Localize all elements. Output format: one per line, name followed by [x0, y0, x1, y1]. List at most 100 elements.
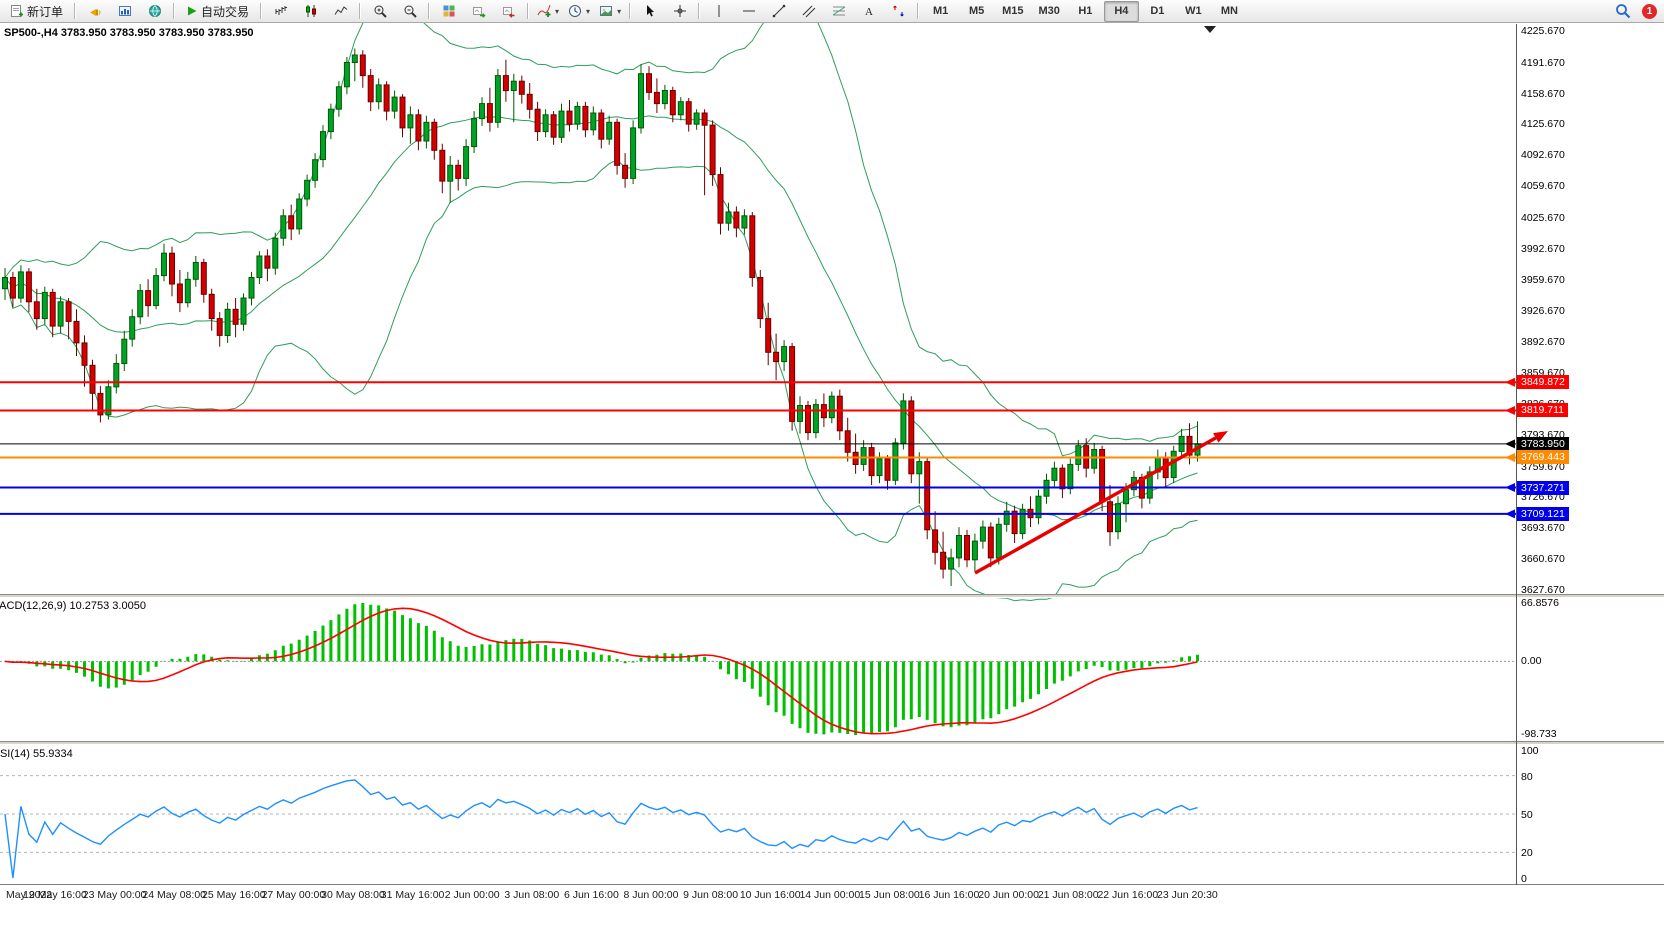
community-button[interactable]: [140, 1, 169, 22]
crosshair-button[interactable]: [665, 1, 694, 22]
dropdown-caret-icon: ▾: [586, 6, 591, 16]
time-axis-label: 10 Jun 16:00: [739, 889, 801, 901]
text-icon: A: [862, 4, 876, 18]
timeframe-h4-button[interactable]: H4: [1103, 0, 1139, 22]
macd-axis-max: 66.8576: [1521, 597, 1559, 609]
price-tick: 3693.670: [1521, 522, 1565, 535]
indicators-button[interactable]: ▾: [533, 1, 563, 22]
panel-splitter[interactable]: [0, 741, 1664, 745]
timeframe-d1-button[interactable]: D1: [1150, 5, 1165, 17]
time-axis-label: May 2022: [6, 889, 53, 901]
cursor-icon: [643, 4, 657, 18]
time-axis-label: 23 May 00:00: [82, 889, 147, 901]
tile-icon: [442, 4, 456, 18]
toolbar-separator: [698, 3, 701, 19]
time-axis-label: 25 May 16:00: [201, 889, 266, 901]
price-tick: 3892.670: [1521, 336, 1565, 349]
auto-scroll-button[interactable]: [464, 1, 493, 22]
time-axis-label: 2 Jun 00:00: [444, 889, 500, 901]
fibonacci-button[interactable]: [824, 1, 853, 22]
channel-button[interactable]: [794, 1, 823, 22]
channel-icon: [802, 4, 816, 18]
line-chart-button[interactable]: [326, 1, 355, 22]
price-line-badge: 3819.711: [1517, 403, 1569, 418]
rsi-label: RSI(14) 55.9334: [0, 748, 73, 760]
macd-axis-min: -98.733: [1521, 728, 1557, 740]
price-line-badge: 3769.443: [1517, 450, 1569, 465]
price-tick: 4092.670: [1521, 149, 1565, 162]
candlestick-icon: [304, 4, 318, 18]
time-axis-label: 6 Jun 16:00: [563, 889, 619, 901]
charts-icon: [118, 4, 132, 18]
tile-windows-button[interactable]: [434, 1, 463, 22]
price-line-badge: 3709.121: [1517, 506, 1569, 521]
price-tick: 4059.670: [1521, 180, 1565, 193]
timeframe-h1-button[interactable]: H1: [1078, 5, 1093, 17]
chart-shift-icon: [502, 4, 516, 18]
price-tick: 3926.670: [1521, 304, 1565, 317]
vertical-line-button[interactable]: [704, 1, 733, 22]
chart-shift-button[interactable]: [494, 1, 523, 22]
timeframe-m30-button[interactable]: M30: [1038, 5, 1060, 17]
templates-button[interactable]: ▾: [595, 1, 625, 22]
timeframe-m15-button[interactable]: M15: [1002, 5, 1024, 17]
price-tick: 3660.670: [1521, 553, 1565, 566]
toolbar: 新订单 自动交易 ▾ ▾ ▾ A M1 M5 M15 M30 H1 H4 D1 W1 MN 1: [0, 0, 1664, 23]
search-button[interactable]: [1608, 1, 1637, 22]
time-axis-label: 22 Jun 16:00: [1097, 889, 1159, 901]
notification-badge[interactable]: 1: [1642, 3, 1657, 19]
periods-button[interactable]: ▾: [564, 1, 594, 22]
text-button[interactable]: A: [854, 1, 883, 22]
cursor-button[interactable]: [635, 1, 664, 22]
arrows-button[interactable]: [884, 1, 913, 22]
time-axis-label: 16 Jun 16:00: [918, 889, 980, 901]
time-axis-label: 19 May 16:00: [23, 889, 87, 901]
price-tick: 4225.670: [1521, 25, 1565, 37]
panel-splitter[interactable]: [0, 594, 1664, 598]
toolbar-separator: [173, 3, 176, 19]
template-icon: [599, 4, 613, 18]
trendline-button[interactable]: [764, 1, 793, 22]
zoom-out-button[interactable]: [395, 1, 424, 22]
time-axis-label: 30 May 08:00: [321, 889, 385, 901]
candlestick-chart-button[interactable]: [296, 1, 325, 22]
time-axis-label: 9 Jun 08:00: [683, 889, 739, 901]
time-axis-label: 20 Jun 00:00: [978, 889, 1039, 901]
arrows-icon: [892, 4, 906, 18]
search-icon: [1615, 3, 1631, 19]
new-order-button-label: 新订单: [27, 4, 64, 19]
toolbar-separator: [917, 3, 920, 19]
time-axis-label: 21 Jun 08:00: [1037, 889, 1099, 901]
toolbar-separator: [527, 3, 530, 19]
timeframe-mn-button[interactable]: MN: [1220, 5, 1238, 17]
toolbar-separator: [74, 3, 77, 19]
zoom-out-icon: [403, 4, 417, 18]
toolbar-separator: [629, 3, 632, 19]
rsi-axis-label: 100: [1521, 745, 1539, 757]
new-order-button[interactable]: 新订单: [3, 1, 70, 22]
auto-trading-button[interactable]: 自动交易: [179, 1, 256, 22]
price-tick: 4125.670: [1521, 118, 1565, 131]
doc-plus-icon: [10, 4, 24, 18]
trendline-icon: [772, 4, 786, 18]
hline-icon: [742, 4, 756, 18]
price-scale-separator: [1516, 24, 1517, 885]
timeframe-w1-button[interactable]: W1: [1185, 5, 1202, 17]
bar-chart-button[interactable]: [266, 1, 295, 22]
time-axis-label: 27 May 00:00: [261, 889, 326, 901]
timeframe-m1-button[interactable]: M1: [932, 5, 949, 17]
auto-trading-button-label: 自动交易: [201, 4, 250, 19]
rsi-axis-label: 80: [1521, 770, 1533, 783]
price-tick: 3959.670: [1521, 273, 1565, 286]
market-watch-button[interactable]: [110, 1, 139, 22]
price-tick: 4191.670: [1521, 56, 1565, 69]
alerts-button[interactable]: [80, 1, 109, 22]
toolbar-separator: [428, 3, 431, 19]
zoom-in-button[interactable]: [365, 1, 394, 22]
time-axis-label: 23 Jun 20:30: [1157, 889, 1218, 901]
timeframe-m5-button[interactable]: M5: [968, 5, 985, 17]
horizontal-line-button[interactable]: [734, 1, 763, 22]
time-axis-label: 8 Jun 00:00: [623, 889, 679, 901]
price-tick: 3992.670: [1521, 242, 1565, 255]
